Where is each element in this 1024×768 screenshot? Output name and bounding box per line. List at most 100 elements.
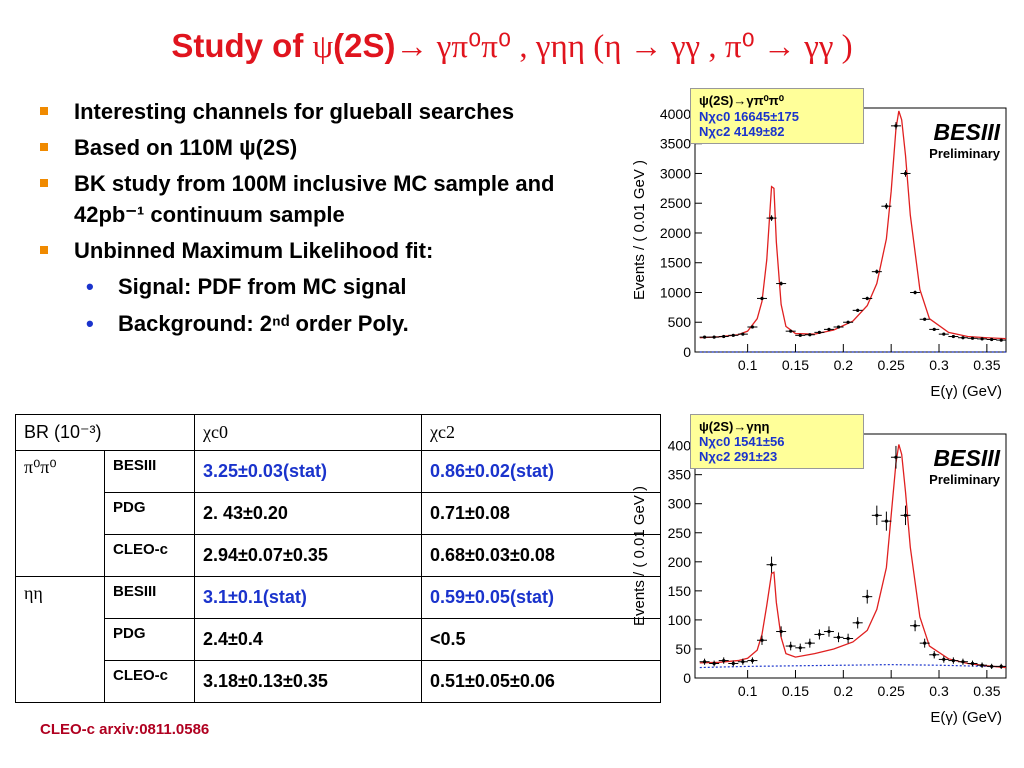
data-point [996,663,1007,669]
data-point-marker [702,660,707,664]
data-point [795,333,806,337]
legend-line1: ψ(2S)→γπ⁰π⁰ [699,93,784,108]
data-point [938,332,949,336]
data-point [833,632,844,643]
table-source-cell: BESIII [104,576,195,619]
bullet-square-icon [40,143,48,151]
y-tick-label: 1500 [660,255,691,271]
data-point-marker [741,660,745,664]
x-tick-label: 0.1 [738,357,758,373]
data-point-marker [884,519,888,523]
data-point-marker [990,664,994,668]
data-point [823,327,834,331]
data-point-marker [903,171,908,176]
x-tick-label: 0.3 [929,357,949,373]
data-point-marker [961,336,965,340]
bullet-square-icon [40,179,48,187]
data-point [795,643,806,652]
data-point [977,337,988,341]
table-value-cell: 3.25±0.03(stat) [194,450,422,493]
bullet-text: Signal: PDF from MC signal [118,274,407,299]
table-source-cell: CLEO-c [104,534,195,577]
data-point-marker [875,513,879,517]
spectrum-plot-pi0pi0: 0 500 1000 1500 2000 2500 3000 3500 4000 0.1 0.15 0… [628,86,1013,406]
data-point-marker [741,332,745,336]
data-point [814,629,825,640]
table-source-cell: CLEO-c [104,660,195,703]
bullet-item: Based on 110M ψ(2S) [36,132,616,163]
data-point [747,325,758,329]
table-row: π⁰π⁰ BESIII 3.25±0.03(stat) 0.86±0.02(stat) [15,450,661,577]
data-point [804,333,815,337]
table-value-cell: 2. 43±0.20 [194,492,422,535]
bullet-text: Based on 110M ψ(2S) [74,135,298,160]
data-point [776,281,787,286]
data-point-marker [913,624,917,628]
data-point [852,617,863,629]
y-axis-label: Events / ( 0.01 GeV ) [631,486,648,626]
data-point-marker [942,332,946,336]
table-value-cell: 0.51±0.05±0.06 [421,660,661,703]
data-point-marker [827,629,831,634]
background-fit-line [699,664,1007,669]
data-point-marker [808,641,812,645]
data-point [699,335,710,339]
data-point [929,327,940,331]
y-tick-label: 4000 [660,106,691,122]
data-point [804,638,815,648]
data-point-marker [894,124,898,128]
x-tick-label: 0.3 [929,683,949,699]
data-point [929,651,940,659]
data-point-marker [817,632,821,637]
data-point-marker [750,658,755,663]
data-point-marker [827,327,831,331]
data-point-marker [865,595,869,599]
legend-line1: ψ(2S)→γηη [699,419,770,434]
data-point-marker [999,664,1003,668]
title-rest: → γπ⁰π⁰ , γηη (η → γγ , π⁰ → γγ ) [395,29,853,65]
data-point-marker [836,325,841,329]
branching-ratio-table: BR (10⁻³) χc0 χc2 π⁰π⁰ BESIII 3.25±0.03(stat)… [15,414,661,703]
plot-svg: 0 500 1000 1500 2000 2500 3000 3500 4000 0.1 0.15 0… [631,106,1007,400]
table-value-cell: 0.86±0.02(stat) [421,450,661,493]
data-point-marker [932,653,936,657]
bullet-text: Background: 2ⁿᵈ order Poly. [118,311,409,336]
data-point-marker [789,329,793,333]
data-point [823,626,834,637]
data-point-marker [894,455,898,459]
data-point [862,296,873,301]
bullet-item: • Signal: PDF from MC signal [36,271,616,302]
data-point [900,170,911,177]
bullet-item: Unbinned Maximum Likelihood fit: [36,235,616,266]
table-row: ηη BESIII 3.1±0.1(stat) 0.59±0.05(stat) [15,576,661,703]
y-tick-label: 3500 [660,136,691,152]
data-point-marker [846,320,850,324]
data-point [871,505,882,526]
y-tick-label: 200 [668,554,692,570]
fit-curve-line [699,110,1007,340]
data-point-marker [923,317,927,321]
data-point-marker [856,308,860,312]
data-point-marker [779,281,783,286]
title-prefix: Study of [171,27,313,64]
x-tick-label: 0.35 [973,357,1000,373]
data-point-marker [856,621,860,625]
data-point-marker [865,296,869,301]
data-point [766,215,777,221]
data-point [852,308,863,312]
data-point-marker [942,657,946,662]
bullet-square-icon [40,107,48,115]
citation: CLEO-c arxiv:0811.0586 [40,721,210,738]
table-header-cell: BR (10⁻³) [15,414,195,451]
data-point [728,660,739,667]
table-group-label: ηη [15,576,105,703]
data-point-marker [808,333,812,337]
data-point [756,296,767,301]
y-tick-label: 400 [668,438,692,454]
table-header-cell: χc2 [421,414,661,451]
bullet-list: Interesting channels for glueball search… [36,96,616,345]
data-point [766,556,777,573]
data-point [709,335,720,339]
data-point [890,445,901,469]
data-point-marker [731,333,735,337]
